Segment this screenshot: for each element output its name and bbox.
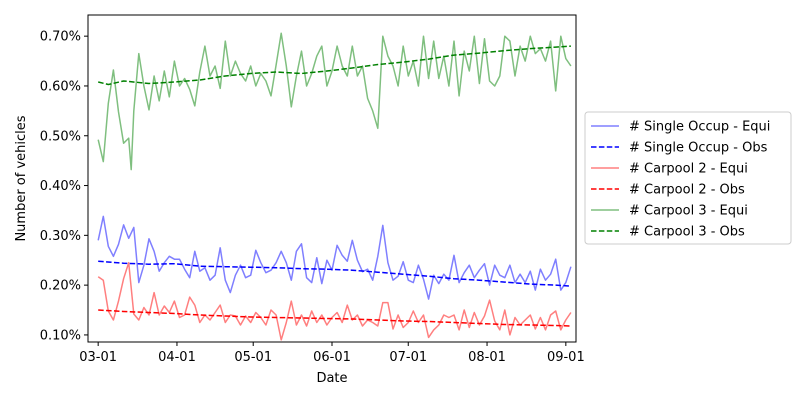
y-tick-label: 0.10% <box>40 328 81 343</box>
x-tick-label: 03-01 <box>79 350 117 365</box>
legend-label-0: # Single Occup - Equi <box>629 120 770 135</box>
series-line-2 <box>97 261 572 341</box>
legend: # Single Occup - Equi # Single Occup - Ob… <box>584 111 792 245</box>
legend-label-5: # Carpool 3 - Obs <box>629 225 745 240</box>
x-tick-label: 08-01 <box>468 350 506 365</box>
series-line-4 <box>97 32 572 171</box>
legend-label-4: # Carpool 3 - Equi <box>629 204 748 219</box>
y-tick-label: 0.70% <box>40 30 81 45</box>
series-line-1 <box>98 260 571 287</box>
legend-label-3: # Carpool 2 - Obs <box>629 183 745 198</box>
x-tick-label: 09-01 <box>547 350 585 365</box>
series-line-3 <box>98 309 571 327</box>
series-line-5 <box>98 45 571 86</box>
y-tick-label: 0.60% <box>40 79 81 94</box>
y-tick-label: 0.30% <box>40 229 81 244</box>
y-tick-label: 0.40% <box>40 179 81 194</box>
x-axis-label: Date <box>316 371 347 386</box>
x-tick-label: 05-01 <box>234 350 272 365</box>
x-tick-label: 04-01 <box>158 350 196 365</box>
y-tick-label: 0.20% <box>40 279 81 294</box>
axes: 03-01 04-01 05-01 06-01 07-01 08-01 09-01 0.10%… <box>14 14 585 386</box>
y-tick-label: 0.50% <box>40 129 81 144</box>
legend-box <box>584 111 792 245</box>
plot-lines <box>97 32 572 341</box>
y-axis-label: Number of vehicles <box>14 115 29 241</box>
x-tick-label: 06-01 <box>313 350 351 365</box>
x-tick-label: 07-01 <box>389 350 427 365</box>
legend-label-2: # Carpool 2 - Equi <box>629 162 748 177</box>
series-line-0 <box>97 215 572 300</box>
legend-label-1: # Single Occup - Obs <box>629 141 768 156</box>
